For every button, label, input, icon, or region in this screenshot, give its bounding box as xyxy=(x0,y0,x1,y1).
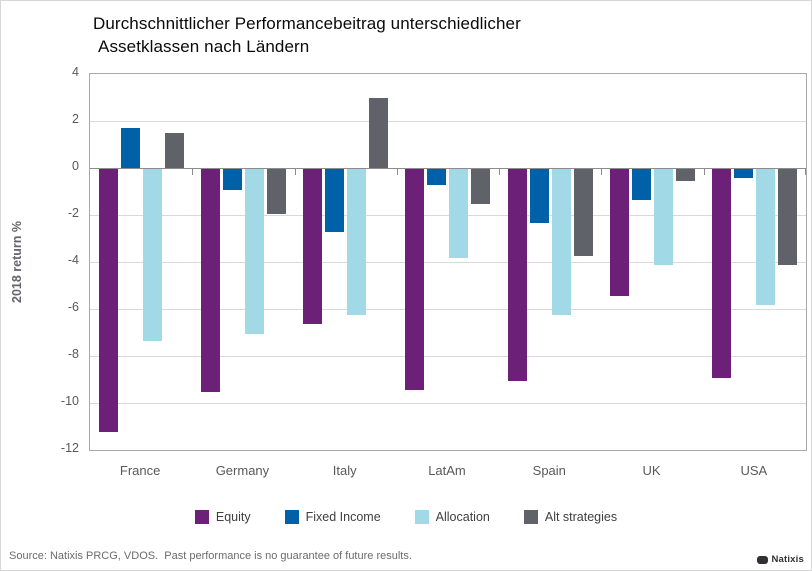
chart-title-line2: Assetklassen nach Ländern xyxy=(98,37,310,56)
gridline xyxy=(90,121,806,122)
category-label-uk: UK xyxy=(642,463,661,478)
y-tick-label: 4 xyxy=(72,65,79,79)
legend-swatch xyxy=(194,510,209,524)
bar-group-germany xyxy=(192,74,294,450)
bar-fixed-income-france xyxy=(120,128,140,168)
category-label-spain: Spain xyxy=(532,463,566,478)
category-label-usa: USA xyxy=(740,463,768,478)
legend-item-equity: Equity xyxy=(194,510,251,524)
x-axis-tick xyxy=(295,168,296,175)
legend-swatch xyxy=(284,510,299,524)
gridline xyxy=(90,262,806,263)
y-tick-label: -6 xyxy=(67,300,79,314)
category-label-latam: LatAm xyxy=(428,463,466,478)
bar-equity-spain xyxy=(507,169,527,381)
y-tick-label: 2 xyxy=(72,112,79,126)
bar-alt-strategies-italy xyxy=(369,97,389,168)
chart-title-line1: Durchschnittlicher Performancebeitrag un… xyxy=(93,14,521,33)
y-tick-label: -10 xyxy=(60,394,79,408)
bar-allocation-italy xyxy=(347,169,367,315)
category-label-italy: Italy xyxy=(332,463,357,478)
bar-equity-usa xyxy=(712,169,732,379)
plot-area xyxy=(89,73,807,451)
natixis-logo: Natixis xyxy=(757,554,804,565)
bar-fixed-income-germany xyxy=(222,169,242,191)
category-label-germany: Germany xyxy=(215,463,270,478)
source-note: Source: Natixis PRCG, VDOS. Past perform… xyxy=(9,550,412,562)
bar-allocation-germany xyxy=(244,169,264,334)
legend-swatch xyxy=(414,510,429,524)
y-tick-label: -8 xyxy=(67,347,79,361)
y-tick-label: -12 xyxy=(60,441,79,455)
bar-equity-france xyxy=(98,169,118,433)
zero-line xyxy=(90,168,806,169)
bar-alt-strategies-latam xyxy=(471,169,491,205)
bar-group-spain xyxy=(499,74,601,450)
bar-allocation-latam xyxy=(449,169,469,259)
legend-label: Allocation xyxy=(435,510,490,524)
legend-item-fixed-income: Fixed Income xyxy=(284,510,381,524)
bar-equity-germany xyxy=(200,169,220,393)
y-tick-label: 0 xyxy=(72,159,79,173)
legend-swatch xyxy=(523,510,538,524)
category-label-france: France xyxy=(119,463,161,478)
gridline xyxy=(90,403,806,404)
bar-allocation-usa xyxy=(756,169,776,306)
natixis-logo-icon xyxy=(757,555,769,564)
legend: Equity Fixed Income Allocation Alt strategi… xyxy=(1,510,811,524)
x-axis-tick xyxy=(704,168,705,175)
bar-alt-strategies-usa xyxy=(778,169,798,266)
bar-group-usa xyxy=(704,74,806,450)
bar-group-uk xyxy=(601,74,703,450)
x-axis-tick xyxy=(805,168,806,175)
gridline xyxy=(90,215,806,216)
gridline xyxy=(90,309,806,310)
y-tick-label: -2 xyxy=(67,206,79,220)
x-axis-tick xyxy=(192,168,193,175)
x-axis-tick xyxy=(601,168,602,175)
bar-allocation-uk xyxy=(654,169,674,266)
bar-fixed-income-latam xyxy=(427,169,447,186)
y-tick-label: -4 xyxy=(67,253,79,267)
bar-equity-latam xyxy=(405,169,425,390)
bar-equity-uk xyxy=(610,169,630,296)
natixis-logo-text: Natixis xyxy=(771,554,804,565)
bar-fixed-income-usa xyxy=(734,169,754,179)
bar-group-france xyxy=(90,74,192,450)
bar-group-italy xyxy=(295,74,397,450)
x-axis-tick xyxy=(499,168,500,175)
bar-fixed-income-spain xyxy=(529,169,549,224)
bar-alt-strategies-uk xyxy=(676,169,696,181)
bar-fixed-income-uk xyxy=(632,169,652,200)
bar-group-latam xyxy=(397,74,499,450)
legend-label: Equity xyxy=(215,510,251,524)
bar-fixed-income-italy xyxy=(325,169,345,233)
bar-alt-strategies-germany xyxy=(266,169,286,214)
legend-label: Fixed Income xyxy=(305,510,381,524)
bar-allocation-spain xyxy=(551,169,571,315)
legend-item-alt-strategies: Alt strategies xyxy=(523,510,618,524)
y-axis-title: 2018 return % xyxy=(10,221,24,303)
legend-label: Alt strategies xyxy=(544,510,618,524)
bar-alt-strategies-france xyxy=(164,132,184,168)
bar-equity-italy xyxy=(303,169,323,325)
gridline xyxy=(90,356,806,357)
x-axis-tick xyxy=(397,168,398,175)
bar-alt-strategies-spain xyxy=(573,169,593,256)
bar-allocation-france xyxy=(142,169,162,341)
legend-item-allocation: Allocation xyxy=(414,510,490,524)
chart-title: Durchschnittlicher Performancebeitrag un… xyxy=(93,12,521,58)
